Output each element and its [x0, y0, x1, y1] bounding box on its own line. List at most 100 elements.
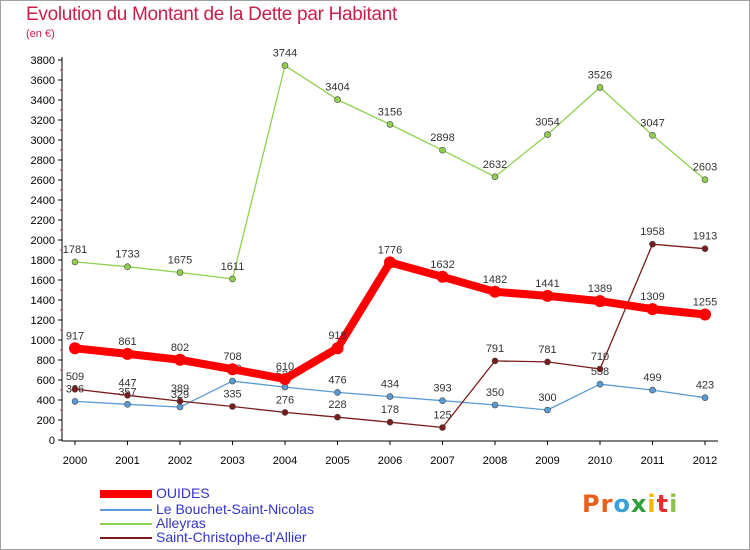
data-label: 329: [171, 389, 189, 401]
data-point: [71, 398, 79, 405]
data-point: [436, 270, 449, 283]
x-tick-label: 2000: [63, 455, 87, 467]
x-tick-label: 2005: [325, 455, 349, 467]
logo-letter: x: [630, 490, 648, 518]
data-label: 1781: [63, 244, 87, 256]
y-tick-label: 3400: [31, 95, 55, 107]
legend-swatch: [100, 523, 152, 525]
x-tick-label: 2003: [220, 455, 244, 467]
data-point: [334, 413, 341, 421]
data-point: [701, 394, 709, 402]
data-point: [174, 353, 186, 366]
y-tick-label: 2800: [31, 155, 55, 167]
x-tick-label: 2001: [115, 455, 139, 467]
data-point: [281, 62, 289, 69]
data-point: [544, 406, 551, 414]
y-tick-label: 1000: [31, 335, 55, 347]
data-point: [596, 84, 604, 91]
data-point: [176, 397, 184, 405]
legend-label: Saint-Christophe-d'Allier: [156, 529, 307, 545]
data-label: 1675: [168, 255, 192, 267]
logo-letter: r: [600, 490, 614, 518]
logo-letter: t: [656, 490, 670, 518]
data-label: 710: [591, 351, 609, 363]
legend-swatch: [100, 509, 152, 511]
data-point: [281, 409, 289, 416]
data-label: 350: [486, 387, 504, 399]
data-point: [384, 256, 396, 269]
logo-letter: P: [582, 490, 601, 518]
data-point: [649, 240, 656, 248]
data-point: [701, 245, 709, 252]
y-tick-label: 1400: [31, 295, 55, 307]
data-label: 2898: [430, 132, 454, 144]
data-label: 3047: [640, 117, 664, 129]
data-label: 1309: [640, 291, 664, 303]
data-point: [701, 176, 709, 183]
data-label: 1441: [535, 278, 559, 290]
data-point: [439, 146, 446, 154]
data-label: 423: [696, 380, 714, 392]
data-label: 861: [118, 336, 136, 348]
x-tick-label: 2009: [535, 455, 559, 467]
series-line: [71, 258, 709, 383]
data-label: 476: [328, 374, 346, 386]
data-point: [649, 132, 656, 139]
data-point: [124, 391, 131, 399]
data-point: [279, 373, 291, 385]
data-point: [491, 357, 499, 365]
data-label: 708: [223, 351, 241, 363]
legend-label: Alleyras: [156, 515, 206, 531]
data-point: [544, 131, 551, 138]
data-point: [226, 363, 239, 376]
data-label: 1255: [693, 297, 717, 309]
y-tick-label: 2200: [31, 215, 55, 227]
y-tick-label: 3000: [31, 135, 55, 147]
legend-label: Le Bouchet-Saint-Nicolas: [156, 501, 314, 517]
data-point: [646, 303, 659, 316]
data-point: [334, 96, 341, 103]
x-tick-label: 2004: [273, 455, 297, 467]
data-label: 3156: [378, 106, 402, 118]
data-label: 1389: [588, 283, 612, 295]
y-tick-label: 400: [37, 395, 55, 407]
data-label: 802: [171, 342, 189, 354]
data-label: 125: [433, 410, 451, 422]
y-tick-label: 3600: [31, 75, 55, 87]
data-label: 3054: [535, 117, 559, 129]
legend-swatch: [100, 490, 152, 498]
y-tick-label: 2600: [31, 175, 55, 187]
data-label: 1482: [483, 274, 507, 286]
data-point: [229, 275, 236, 283]
y-tick-label: 1800: [31, 255, 55, 267]
data-label: 610: [276, 361, 294, 373]
data-point: [491, 401, 499, 409]
data-point: [229, 377, 236, 385]
data-point: [491, 173, 499, 181]
data-label: 178: [381, 404, 399, 416]
data-label: 781: [538, 344, 556, 356]
y-tick-label: 3200: [31, 115, 55, 127]
y-tick-label: 0: [49, 435, 55, 447]
data-label: 447: [118, 377, 136, 389]
legend-label: OUIDES: [156, 485, 210, 501]
data-point: [386, 121, 394, 128]
unit-label: (en €): [26, 28, 55, 40]
logo-letter: i: [647, 490, 657, 518]
data-point: [176, 269, 184, 276]
data-label: 499: [643, 372, 661, 384]
data-label: 3744: [273, 48, 297, 60]
data-point: [439, 397, 446, 405]
data-point: [699, 308, 711, 321]
data-point: [124, 400, 131, 408]
data-point: [229, 403, 236, 410]
data-label: 1611: [221, 261, 245, 273]
x-tick-label: 2010: [588, 455, 612, 467]
data-label: 228: [328, 399, 346, 411]
data-point: [649, 386, 656, 394]
data-point: [71, 385, 79, 393]
data-label: 276: [276, 394, 294, 406]
data-label: 918: [328, 330, 346, 342]
